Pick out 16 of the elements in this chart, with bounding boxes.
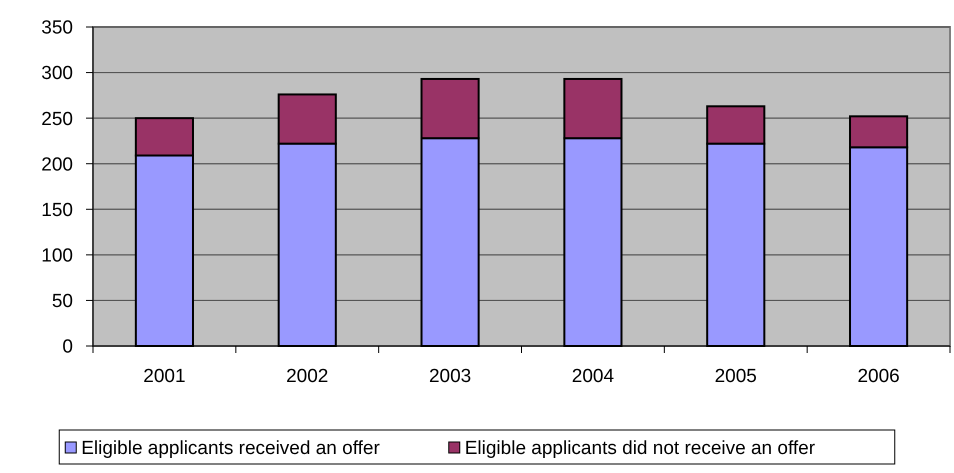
y-tick-label: 200	[41, 154, 73, 176]
y-tick-label: 100	[41, 246, 73, 267]
x-tick-label: 2001	[143, 366, 186, 387]
y-tick-label: 150	[41, 200, 73, 221]
x-tick-label: 2003	[428, 366, 472, 387]
x-tick-label: 2005	[714, 366, 757, 387]
y-tick-label: 300	[41, 63, 73, 84]
y-tick-label: 50	[52, 291, 73, 312]
x-tick-label: 2006	[857, 366, 900, 387]
legend-label: Eligible applicants did not receive an offer	[464, 438, 816, 459]
y-tick-label: 350	[41, 18, 73, 39]
y-tick-label: 0	[62, 336, 73, 358]
x-tick-label: 2004	[572, 366, 614, 387]
legend-label: Eligible applicants received an offer	[81, 438, 380, 459]
y-tick-label: 250	[41, 108, 73, 130]
x-tick-label: 2002	[286, 366, 328, 387]
